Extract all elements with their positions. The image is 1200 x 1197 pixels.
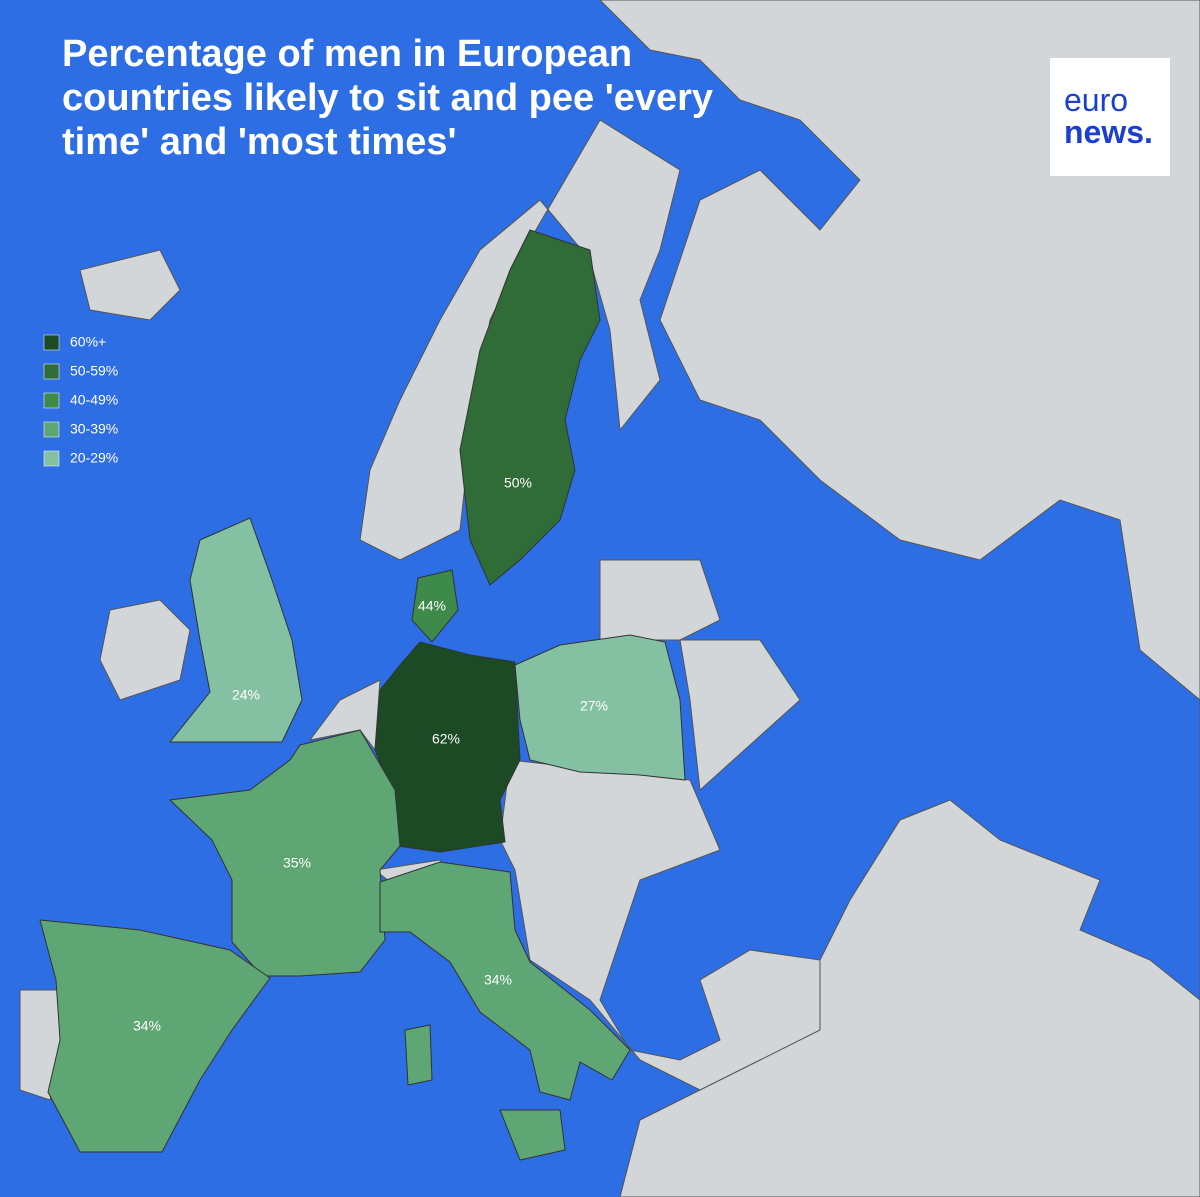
country [168,517,303,743]
logo: euro news. [1050,58,1170,176]
logo-line: news. [1064,114,1153,150]
country-label: 62% [432,731,460,747]
country-label: 50% [504,475,532,491]
land [19,0,1200,1197]
country-label: 35% [283,855,311,871]
legend-swatch [43,334,60,351]
country-label: 34% [133,1018,161,1034]
legend-label: 20-29% [70,450,118,466]
legend-swatch [43,392,60,409]
regions: 50% 44% 62% 27% 24% 35% 34% 34% [39,229,686,1161]
country-label: 24% [232,687,260,703]
country [39,919,271,1153]
central-europe [499,559,821,1091]
iceland [79,249,181,321]
country-label: 27% [580,698,608,714]
country-label: 44% [418,598,446,614]
country-label: 34% [484,972,512,988]
legend-label: 50-59% [70,363,118,379]
legend-swatch [43,450,60,467]
country [379,861,631,1161]
ireland [99,599,191,701]
logo-line: euro [1064,82,1129,118]
legend-label: 40-49% [70,392,118,408]
country [374,641,521,853]
country [514,634,686,781]
country [459,229,601,586]
legend: 60%+ 50-59% 40-49% 30-39% 20-29% [43,334,118,467]
legend-swatch [43,363,60,380]
title: Percentage of men in European countries … [62,33,714,163]
legend-label: 60%+ [70,334,106,350]
legend-label: 30-39% [70,421,118,437]
country [411,569,459,643]
legend-swatch [43,421,60,438]
country [168,729,401,977]
